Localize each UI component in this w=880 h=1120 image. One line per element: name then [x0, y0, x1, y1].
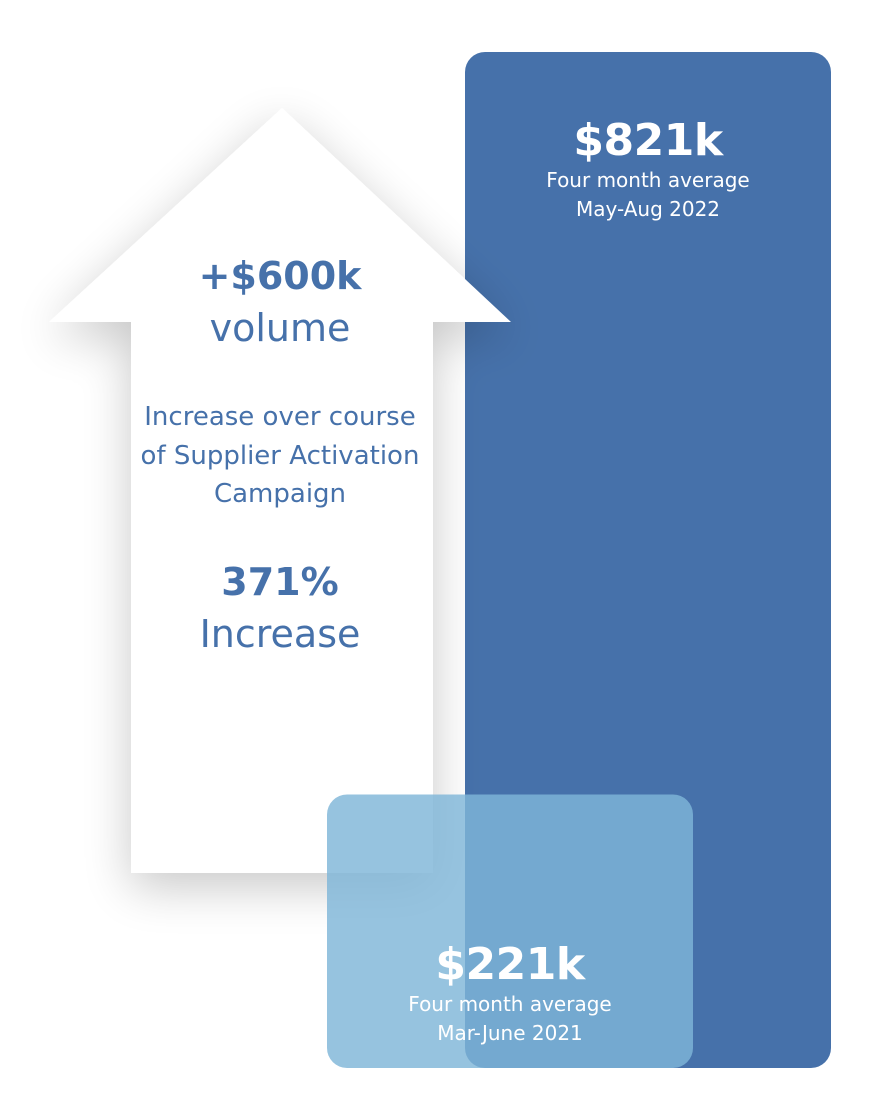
caption-2021: Four month average	[408, 992, 612, 1016]
value-label-2022: $821k	[573, 115, 723, 166]
bar-label-2021: $221k Four month average Mar-June 2021	[327, 940, 693, 1048]
arrow-content: +$600k volume Increase over course of Su…	[130, 250, 430, 660]
value-label-2021: $221k	[435, 939, 585, 990]
arrow-up-shape	[49, 108, 511, 873]
caption-2022: Four month average	[546, 168, 750, 192]
period-2022: May-Aug 2022	[575, 197, 721, 221]
bar-label-2022: $821k Four month average May-Aug 2022	[465, 116, 831, 224]
increase-unit: volume	[209, 306, 351, 350]
increase-description: Increase over course of Supplier Activat…	[140, 402, 420, 509]
bar-mar-june-2021	[327, 794, 693, 1068]
increase-amount: +$600k	[198, 254, 362, 298]
period-2021: Mar-June 2021	[437, 1021, 583, 1045]
percent-increase: 371%	[221, 559, 339, 604]
percent-increase-label: Increase	[199, 611, 361, 656]
